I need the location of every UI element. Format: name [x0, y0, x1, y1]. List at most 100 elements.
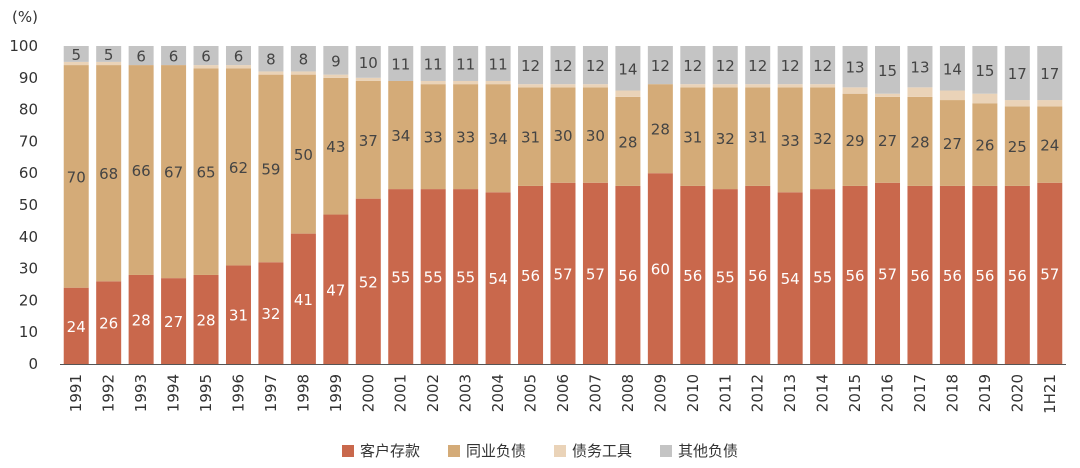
bar-segment-1: [225, 265, 251, 364]
legend-swatch: [660, 444, 673, 457]
legend-swatch: [554, 444, 566, 457]
bar-segment-2: [1004, 106, 1030, 186]
data-label: 13: [910, 59, 929, 77]
bar-segment-2: [582, 87, 608, 183]
data-label: 56: [975, 267, 994, 285]
bar-segment-2: [550, 87, 576, 183]
data-label: 14: [618, 60, 637, 78]
data-label: 52: [359, 273, 378, 291]
bar-segment-4: [647, 46, 673, 85]
bar-segment-4: [128, 46, 154, 66]
data-label: 41: [294, 291, 313, 309]
bar-segment-1: [550, 182, 576, 364]
data-label: 65: [196, 164, 215, 182]
bar-segment-3: [745, 84, 771, 88]
bar-segment-1: [582, 182, 608, 364]
x-tick-label: 2013: [781, 374, 799, 412]
bar-segment-4: [615, 46, 641, 91]
bar-segment-3: [225, 65, 251, 69]
y-tick-label: 30: [19, 260, 38, 278]
bar-segment-2: [518, 87, 544, 186]
data-label: 56: [910, 267, 929, 285]
bar-segment-4: [875, 46, 901, 94]
bar-segment-3: [972, 93, 998, 104]
data-label: 70: [67, 168, 86, 186]
bar-segment-1: [907, 185, 933, 364]
bar-segment-4: [485, 46, 511, 81]
bar-segment-3: [680, 84, 706, 88]
bar-segment-1: [777, 192, 803, 364]
bar-segment-4: [323, 46, 349, 75]
bar-segment-4: [388, 46, 414, 81]
x-tick-label: 2003: [457, 374, 475, 412]
y-tick-label: 20: [19, 291, 38, 309]
bar-segment-3: [842, 87, 868, 94]
bar-segment-1: [518, 185, 544, 364]
bar-segment-2: [323, 77, 349, 215]
bar-segment-1: [1004, 185, 1030, 364]
bar-segment-1: [453, 189, 479, 364]
x-tick-label: 2007: [586, 374, 604, 412]
bar-segment-1: [193, 274, 219, 364]
bar-segment-1: [1037, 182, 1063, 364]
bar-segment-1: [615, 185, 641, 364]
data-label: 12: [651, 57, 670, 75]
data-label: 25: [1008, 138, 1027, 156]
data-label: 30: [553, 127, 572, 145]
bar-segment-2: [615, 96, 641, 186]
y-tick-label: 100: [9, 37, 38, 55]
data-label: 33: [781, 132, 800, 150]
data-label: 47: [326, 281, 345, 299]
bar-segment-4: [1004, 46, 1030, 101]
data-label: 6: [136, 48, 146, 66]
data-label: 56: [846, 267, 865, 285]
bar-segment-2: [810, 87, 836, 190]
x-tick-label: 2020: [1008, 374, 1026, 412]
data-label: 31: [521, 129, 540, 147]
y-axis-unit-label: (%): [12, 8, 38, 26]
legend-label: 同业负债: [465, 442, 526, 460]
data-label: 28: [910, 133, 929, 151]
data-label: 28: [618, 133, 637, 151]
data-label: 27: [878, 132, 897, 150]
bar-segment-1: [290, 233, 316, 364]
bar-segment-1: [355, 198, 381, 364]
data-label: 31: [683, 129, 702, 147]
x-tick-label: 1999: [327, 374, 345, 412]
bar-segment-2: [485, 84, 511, 193]
data-label: 27: [164, 313, 183, 331]
legend-item: 同业负债: [447, 440, 526, 461]
bar-segment-3: [712, 84, 738, 88]
x-tick-label: 1994: [165, 374, 183, 412]
bar-segment-4: [161, 46, 187, 66]
data-label: 57: [1040, 265, 1059, 283]
bar-segment-1: [63, 287, 89, 364]
bar-segment-3: [258, 71, 284, 75]
data-label: 12: [813, 57, 832, 75]
data-label: 9: [331, 52, 341, 70]
x-tick-label: 2019: [976, 374, 994, 412]
x-tick-label: 2016: [879, 374, 897, 412]
data-label: 66: [132, 162, 151, 180]
data-label: 34: [391, 127, 410, 145]
data-label: 29: [846, 132, 865, 150]
legend-label: 债务工具: [572, 442, 633, 460]
data-label: 54: [489, 270, 508, 288]
bar-segment-2: [907, 96, 933, 186]
bar-segment-4: [972, 46, 998, 94]
bar-segment-4: [518, 46, 544, 85]
x-tick-label: 1991: [67, 374, 85, 412]
data-label: 10: [359, 54, 378, 72]
bar-segment-1: [161, 278, 187, 364]
data-label: 12: [553, 57, 572, 75]
data-label: 50: [294, 146, 313, 164]
data-label: 12: [716, 57, 735, 75]
bar-segment-4: [712, 46, 738, 85]
bar-segment-2: [972, 103, 998, 186]
bar-segment-2: [355, 80, 381, 199]
bar-segment-3: [550, 84, 576, 88]
legend-item: 客户存款: [341, 440, 420, 461]
bar-segment-4: [225, 46, 251, 66]
data-label: 43: [326, 138, 345, 156]
data-label: 56: [1008, 267, 1027, 285]
